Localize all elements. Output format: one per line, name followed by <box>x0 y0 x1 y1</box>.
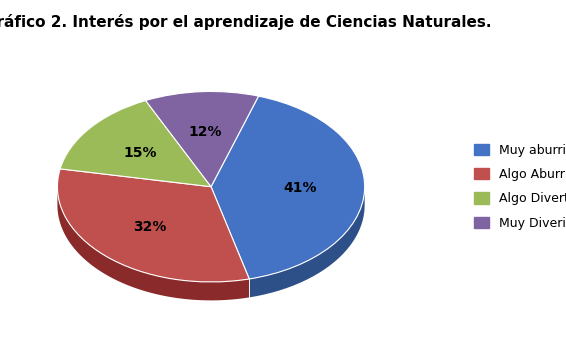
Text: Gráfico 2. Interés por el aprendizaje de Ciencias Naturales.: Gráfico 2. Interés por el aprendizaje de… <box>0 14 491 30</box>
Wedge shape <box>57 169 249 282</box>
Polygon shape <box>57 188 249 300</box>
Text: 41%: 41% <box>284 181 317 195</box>
Legend: Muy aburridas, Algo Aburridas, Algo Divertidas, Muy Diveridas: Muy aburridas, Algo Aburridas, Algo Dive… <box>469 139 566 235</box>
Text: 12%: 12% <box>188 125 222 139</box>
Text: 15%: 15% <box>124 146 157 160</box>
Wedge shape <box>211 96 365 279</box>
Wedge shape <box>60 101 211 187</box>
Polygon shape <box>249 187 365 297</box>
Wedge shape <box>145 91 259 187</box>
Text: 32%: 32% <box>134 220 167 234</box>
